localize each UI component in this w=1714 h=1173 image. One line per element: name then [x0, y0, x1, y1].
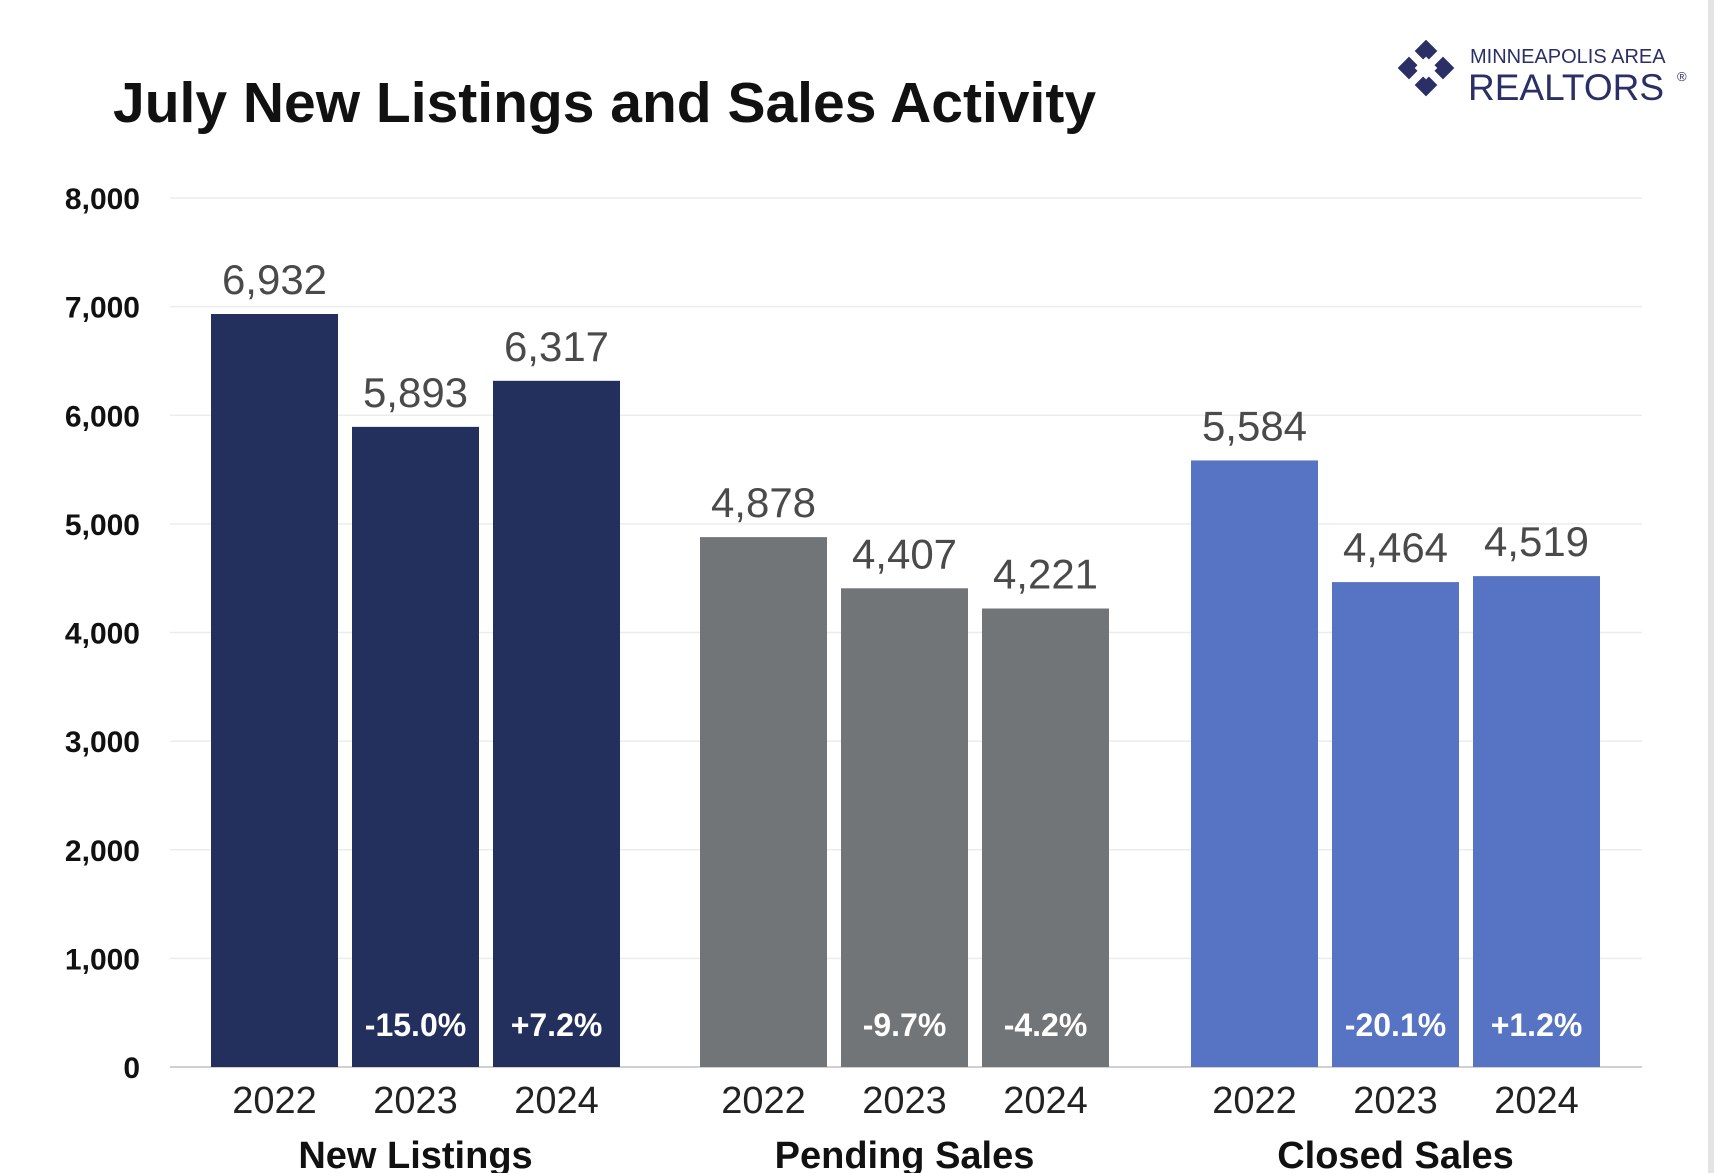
realtors-logo-svg: MINNEAPOLIS AREA REALTORS ® — [1397, 39, 1687, 108]
value-label: 4,221 — [993, 550, 1098, 597]
y-tick-label: 5,000 — [65, 509, 140, 542]
x-axis-labels: 2022 2023 2024 New Listings 2022 2023 2024 Pend… — [232, 1080, 1579, 1173]
bar — [1332, 582, 1459, 1067]
group-label: New Listings — [298, 1135, 532, 1173]
value-label: 6,317 — [504, 323, 609, 370]
value-label: 4,407 — [852, 530, 957, 577]
change-label: +7.2% — [511, 1007, 603, 1043]
value-label: 4,519 — [1484, 518, 1589, 565]
y-tick-label: 2,000 — [65, 835, 140, 868]
x-tick-label: 2023 — [373, 1080, 458, 1122]
bar — [352, 426, 479, 1067]
change-label: -15.0% — [365, 1007, 466, 1043]
value-label: 4,878 — [711, 479, 816, 526]
y-tick-label: 3,000 — [65, 726, 140, 759]
x-tick-label: 2024 — [1494, 1080, 1579, 1122]
value-label: 4,464 — [1343, 524, 1448, 571]
y-axis-ticks: 0 1,000 2,000 3,000 4,000 5,000 6,000 7,000 8,00… — [65, 183, 140, 1085]
value-label: 5,893 — [363, 369, 468, 416]
group-label: Closed Sales — [1277, 1135, 1514, 1173]
value-label: 5,584 — [1202, 402, 1307, 449]
bar — [982, 608, 1109, 1067]
bar — [841, 588, 968, 1067]
bar — [1473, 576, 1600, 1067]
x-tick-label: 2023 — [862, 1080, 947, 1122]
group-label: Pending Sales — [775, 1135, 1035, 1173]
y-tick-label: 8,000 — [65, 183, 140, 216]
change-label: +1.2% — [1491, 1007, 1583, 1043]
logo-registered-mark: ® — [1677, 69, 1687, 84]
logo-line1: MINNEAPOLIS AREA — [1470, 46, 1666, 68]
x-tick-label: 2022 — [232, 1080, 317, 1122]
y-tick-label: 4,000 — [65, 618, 140, 651]
bar — [700, 537, 827, 1067]
y-tick-label: 6,000 — [65, 400, 140, 433]
bar — [493, 380, 620, 1067]
bar-labels: 6,932 5,893 -15.0% 6,317 +7.2% 4,878 4,407 -9.7… — [222, 256, 1589, 1043]
x-tick-label: 2022 — [1212, 1080, 1297, 1122]
y-tick-label: 1,000 — [65, 943, 140, 976]
value-label: 6,932 — [222, 256, 327, 303]
y-tick-label: 7,000 — [65, 292, 140, 325]
x-tick-label: 2024 — [514, 1080, 599, 1122]
x-tick-label: 2023 — [1353, 1080, 1438, 1122]
realtors-logo: MINNEAPOLIS AREA REALTORS ® — [1396, 39, 1696, 115]
logo-line2: REALTORS — [1468, 67, 1664, 108]
change-label: -20.1% — [1345, 1007, 1446, 1043]
bar — [1191, 460, 1318, 1067]
change-label: -4.2% — [1004, 1007, 1088, 1043]
bars — [211, 314, 1600, 1068]
x-tick-label: 2022 — [721, 1080, 806, 1122]
x-tick-label: 2024 — [1003, 1080, 1088, 1122]
bar — [211, 314, 338, 1068]
y-tick-label: 0 — [123, 1052, 140, 1085]
change-label: -9.7% — [863, 1007, 947, 1043]
chart-title: July New Listings and Sales Activity — [113, 71, 1097, 135]
window-edge — [1708, 0, 1714, 1173]
